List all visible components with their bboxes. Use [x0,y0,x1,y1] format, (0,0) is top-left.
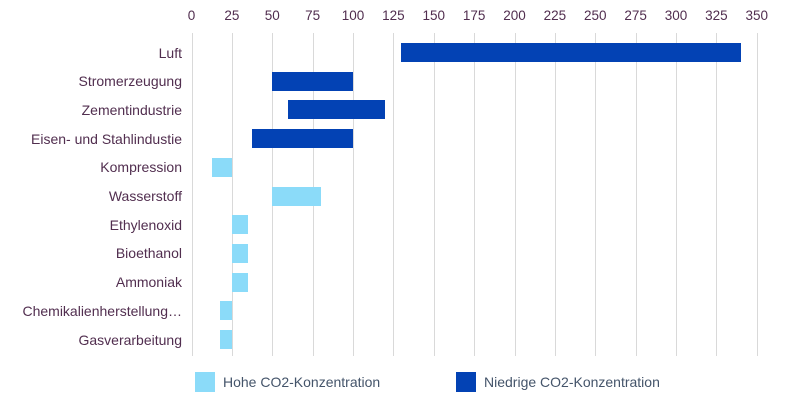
x-tick-label-50: 50 [264,8,280,23]
x-tick-label-200: 200 [503,8,526,23]
legend-swatch-niedrige-co2-konzentration [456,372,476,392]
bar-stromerzeugung [272,71,353,91]
x-tick-label-125: 125 [382,8,405,23]
category-label-ammoniak: Ammoniak [115,274,182,291]
x-tick-label-350: 350 [745,8,769,23]
gridline-175 [474,33,476,356]
bar-wasserstoff [272,186,321,206]
bar-chemikalienherstellung [219,301,232,321]
gridline-300 [676,33,677,356]
legend-label-hohe-co2-konzentration: Hohe CO2-Konzentration [223,374,381,390]
x-tick-label-300: 300 [664,8,688,23]
bar-gasverarbeitung [219,330,232,349]
gridline-250 [595,33,597,356]
gridline-275 [635,33,637,356]
bar-ethylenoxid [231,215,249,235]
category-label-stromerzeugung: Stromerzeugung [78,73,182,90]
category-label-luft: Luft [158,44,182,61]
category-label-gasverarbeitung: Gasverarbeitung [78,331,182,348]
x-tick-label-250: 250 [583,8,607,23]
legend: Hohe CO2-Konzentration Niedrige CO2-Konz… [0,372,805,394]
gridline-25 [231,33,233,356]
x-tick-label-175: 175 [462,8,486,23]
x-tick-label-225: 225 [543,8,567,23]
gridline-150 [433,33,435,356]
bar-kompression [211,157,232,177]
x-tick-label-75: 75 [305,8,321,23]
category-label-zementindustrie: Zementindustrie [81,101,182,118]
legend-swatch-hohe-co2-konzentration [195,372,215,392]
category-label-kompression: Kompression [100,159,182,176]
category-label-bioethanol: Bioethanol [115,245,182,262]
legend-label-niedrige-co2-konzentration: Niedrige CO2-Konzentration [484,374,660,390]
category-label-eisen-und-stahlindustie: Eisen- und Stahlindustie [31,130,182,147]
category-label-chemikalienherstellung: Chemikalienherstellung… [22,302,182,319]
bar-eisen-und-stahlindustie [252,129,353,149]
gridline-100 [353,33,354,356]
x-tick-label-150: 150 [422,8,446,23]
gridline-350 [756,33,758,356]
x-tick-label-275: 275 [624,8,647,23]
bar-bioethanol [231,243,249,263]
bar-ammoniak [231,272,249,292]
x-tick-label-0: 0 [187,8,196,23]
gridline-125 [393,33,395,356]
x-tick-label-25: 25 [224,8,240,23]
category-label-ethylenoxid: Ethylenoxid [109,216,182,233]
legend-item-hohe-co2-konzentration: Hohe CO2-Konzentration [195,372,380,392]
bar-luft [401,43,741,62]
x-tick-label-100: 100 [341,8,365,23]
gridline-0 [191,33,193,356]
gridline-200 [514,33,516,356]
gridline-325 [716,33,718,356]
gridline-225 [554,33,556,356]
legend-item-niedrige-co2-konzentration: Niedrige CO2-Konzentration [456,372,660,392]
category-label-wasserstoff: Wasserstoff [108,188,182,204]
bar-zementindustrie [288,100,386,120]
x-tick-label-325: 325 [705,8,728,23]
